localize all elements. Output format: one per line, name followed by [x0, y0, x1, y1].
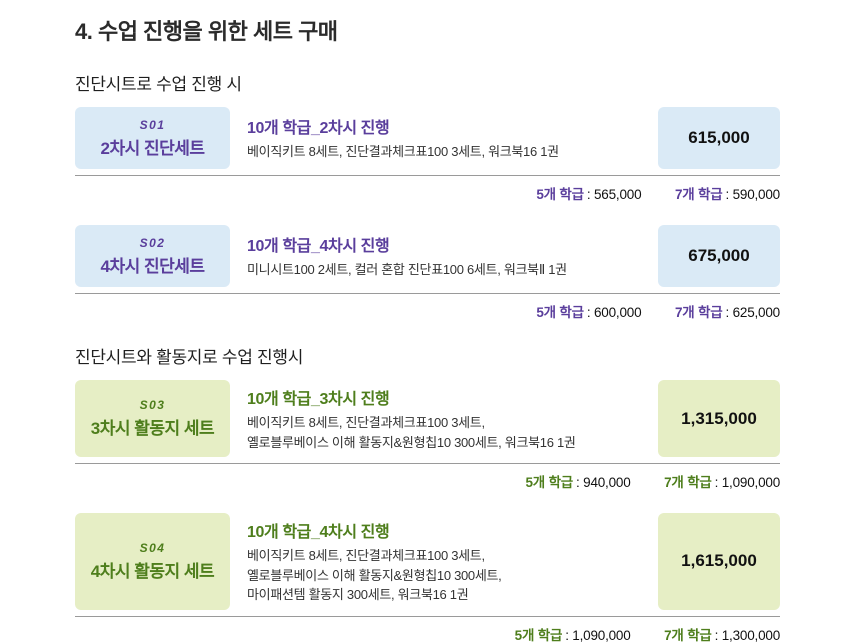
set-label-box: S03 3차시 활동지 세트	[75, 380, 230, 457]
set-title: 10개 학급_2차시 진행	[247, 120, 390, 138]
footer-value: : 1,300,000	[714, 627, 781, 643]
footer-value: : 1,090,000	[714, 475, 781, 490]
set-name: 3차시 활동지 세트	[90, 419, 215, 438]
footer-label: 5개 학급	[536, 187, 584, 202]
footer-price-5-classes: 5개 학급: 600,000	[536, 305, 641, 320]
section-activity-sets: 진단시트와 활동지로 수업 진행시 S03 3차시 활동지 세트 10개 학급_…	[75, 343, 780, 644]
set-description: 베이직키트 8세트, 진단결과체크표100 3세트, 옐로블루베이스 이해 활동…	[247, 548, 502, 602]
set-title: 10개 학급_4차시 진행	[247, 524, 390, 541]
set-code: S02	[139, 235, 166, 250]
row-footer: 5개 학급: 1,090,000 7개 학급: 1,300,000	[75, 615, 780, 644]
footer-label: 5개 학급	[525, 475, 574, 490]
footer-value: : 940,000	[576, 475, 631, 490]
price-box: 615,000	[658, 107, 780, 169]
set-content: 10개 학급_3차시 진행 베이직키트 8세트, 진단결과체크표100 3세트,…	[230, 380, 658, 457]
set-row-s04: S04 4차시 활동지 세트 10개 학급_4차시 진행 베이직키트 8세트, …	[75, 513, 780, 644]
footer-price-7-classes: 7개 학급: 625,000	[675, 305, 780, 320]
price-value: 1,315,000	[681, 408, 757, 428]
footer-price-5-classes: 5개 학급: 1,090,000	[515, 628, 631, 643]
set-label-box: S04 4차시 활동지 세트	[75, 513, 230, 610]
set-name: 2차시 진단세트	[100, 138, 205, 158]
footer-label: 5개 학급	[536, 305, 584, 320]
set-label-box: S02 4차시 진단세트	[75, 225, 230, 287]
set-title: 10개 학급_4차시 진행	[247, 238, 390, 256]
row-footer: 5개 학급: 565,000 7개 학급: 590,000	[75, 175, 780, 203]
set-card: S02 4차시 진단세트 10개 학급_4차시 진행 미니시트100 2세트, …	[75, 225, 780, 287]
row-footer: 5개 학급: 940,000 7개 학급: 1,090,000	[75, 463, 780, 491]
footer-price-7-classes: 7개 학급: 590,000	[675, 187, 780, 202]
row-footer: 5개 학급: 600,000 7개 학급: 625,000	[75, 293, 780, 321]
footer-price-7-classes: 7개 학급: 1,090,000	[664, 475, 780, 490]
footer-price-5-classes: 5개 학급: 565,000	[536, 187, 641, 202]
set-content: 10개 학급_4차시 진행 미니시트100 2세트, 컬러 혼합 진단표100 …	[230, 225, 658, 287]
footer-label: 7개 학급	[674, 305, 723, 320]
page-title: 4. 수업 진행을 위한 세트 구매	[75, 19, 338, 44]
footer-price-7-classes: 7개 학급: 1,300,000	[664, 628, 780, 643]
set-code: S01	[139, 117, 166, 132]
price-box: 1,615,000	[658, 513, 780, 610]
set-description: 베이직키트 8세트, 진단결과체크표100 3세트, 옐로블루베이스 이해 활동…	[247, 415, 576, 450]
footer-label: 7개 학급	[674, 187, 723, 202]
set-description: 미니시트100 2세트, 컬러 혼합 진단표100 6세트, 워크북Ⅱ 1권	[247, 262, 567, 278]
set-code: S03	[139, 398, 166, 412]
footer-value: : 1,090,000	[565, 627, 631, 643]
price-value: 675,000	[688, 246, 750, 265]
set-card: S04 4차시 활동지 세트 10개 학급_4차시 진행 베이직키트 8세트, …	[75, 513, 780, 610]
footer-label: 7개 학급	[664, 475, 712, 490]
set-content: 10개 학급_4차시 진행 베이직키트 8세트, 진단결과체크표100 3세트,…	[230, 513, 658, 610]
footer-label: 5개 학급	[514, 627, 563, 643]
price-value: 1,615,000	[681, 551, 757, 571]
section-heading: 진단시트와 활동지로 수업 진행시	[75, 348, 304, 367]
set-row-s02: S02 4차시 진단세트 10개 학급_4차시 진행 미니시트100 2세트, …	[75, 225, 780, 321]
footer-value: : 590,000	[725, 187, 780, 202]
set-row-s01: S01 2차시 진단세트 10개 학급_2차시 진행 베이직키트 8세트, 진단…	[75, 107, 780, 203]
set-description: 베이직키트 8세트, 진단결과체크표100 3세트, 워크북16 1권	[247, 144, 559, 160]
footer-value: : 600,000	[586, 305, 642, 320]
set-name: 4차시 진단세트	[100, 256, 205, 276]
set-card: S01 2차시 진단세트 10개 학급_2차시 진행 베이직키트 8세트, 진단…	[75, 107, 780, 169]
set-code: S04	[139, 540, 166, 555]
section-diagnostic-sets: 진단시트로 수업 진행 시 S01 2차시 진단세트 10개 학급_2차시 진행…	[75, 70, 780, 321]
set-row-s03: S03 3차시 활동지 세트 10개 학급_3차시 진행 베이직키트 8세트, …	[75, 380, 780, 491]
set-label-box: S01 2차시 진단세트	[75, 107, 230, 169]
price-value: 615,000	[688, 128, 750, 147]
section-heading: 진단시트로 수업 진행 시	[75, 75, 242, 94]
set-card: S03 3차시 활동지 세트 10개 학급_3차시 진행 베이직키트 8세트, …	[75, 380, 780, 457]
footer-label: 7개 학급	[664, 627, 712, 643]
set-name: 4차시 활동지 세트	[90, 561, 215, 581]
price-box: 675,000	[658, 225, 780, 287]
footer-value: : 625,000	[725, 305, 780, 320]
set-content: 10개 학급_2차시 진행 베이직키트 8세트, 진단결과체크표100 3세트,…	[230, 107, 658, 169]
footer-price-5-classes: 5개 학급: 940,000	[526, 475, 631, 490]
footer-value: : 565,000	[586, 187, 642, 202]
price-box: 1,315,000	[658, 380, 780, 457]
set-title: 10개 학급_3차시 진행	[247, 391, 390, 408]
